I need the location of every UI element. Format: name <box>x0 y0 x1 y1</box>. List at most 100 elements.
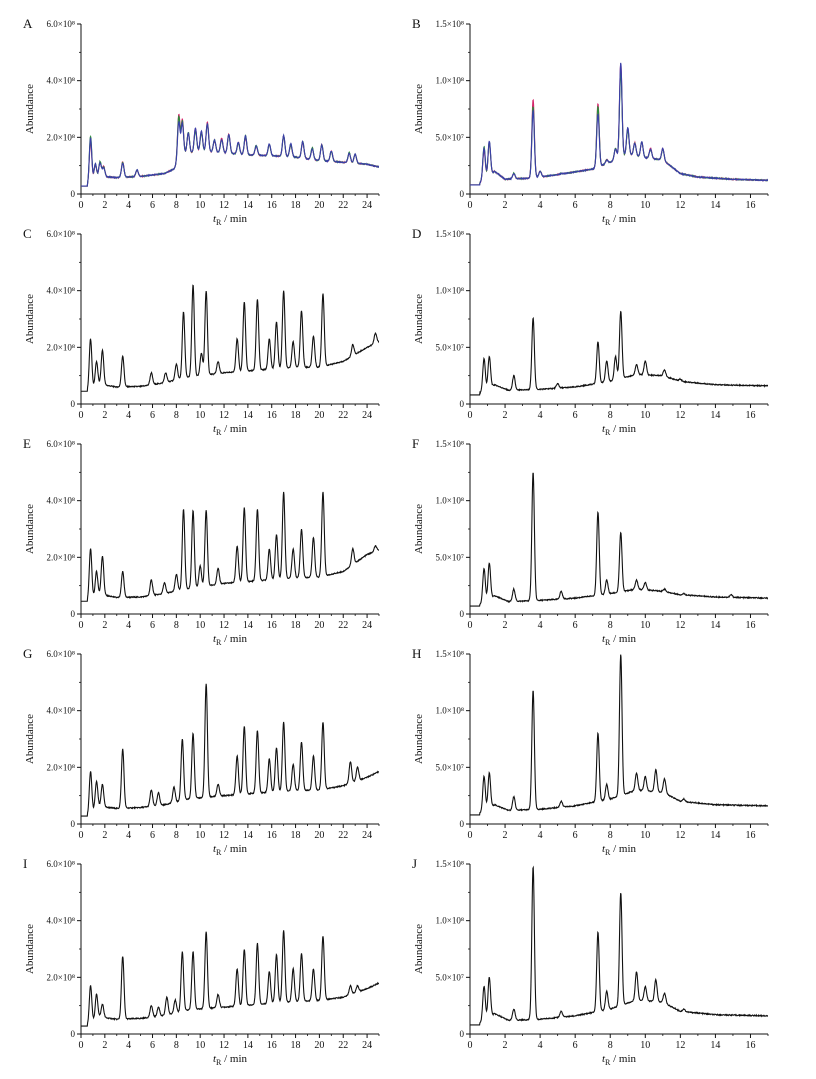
x-tick-label: 10 <box>195 410 205 421</box>
y-tick-label: 4.0×10⁸ <box>47 76 75 86</box>
x-tick-label: 14 <box>243 830 253 841</box>
x-tick-label: 8 <box>608 620 613 631</box>
x-tick-label: 12 <box>675 200 685 211</box>
panel-letter: J <box>412 856 417 871</box>
y-axis-label: Abundance <box>24 924 36 974</box>
x-tick-label: 14 <box>243 1040 253 1051</box>
x-tick-label: 12 <box>675 410 685 421</box>
x-tick-label: 4 <box>126 410 131 421</box>
x-tick-label: 6 <box>150 200 155 211</box>
chromatogram-trace <box>470 865 768 1026</box>
chromatogram-trace <box>81 120 379 187</box>
x-tick-label: 14 <box>243 410 253 421</box>
panel-letter: A <box>23 16 33 31</box>
x-tick-label: 12 <box>675 830 685 841</box>
x-tick-label: 22 <box>338 410 348 421</box>
x-tick-label: 10 <box>195 620 205 631</box>
y-tick-label: 5.0×10⁷ <box>436 762 464 772</box>
x-tick-label: 0 <box>468 620 473 631</box>
x-tick-label: 18 <box>291 410 301 421</box>
x-tick-label: 24 <box>362 1040 372 1051</box>
x-tick-label: 2 <box>503 410 508 421</box>
x-tick-label: 4 <box>126 620 131 631</box>
x-tick-label: 20 <box>314 410 324 421</box>
x-tick-label: 8 <box>174 410 179 421</box>
x-tick-label: 20 <box>314 620 324 631</box>
x-tick-label: 18 <box>291 1040 301 1051</box>
y-tick-label: 0 <box>71 189 76 199</box>
x-tick-label: 16 <box>745 620 755 631</box>
x-tick-label: 0 <box>79 410 84 421</box>
x-axis-label: tR / min <box>602 633 637 647</box>
panel-letter: C <box>23 226 32 241</box>
x-tick-label: 4 <box>126 200 131 211</box>
x-tick-label: 10 <box>195 1040 205 1051</box>
x-tick-label: 4 <box>538 410 543 421</box>
x-tick-label: 2 <box>102 830 107 841</box>
x-tick-label: 6 <box>150 410 155 421</box>
y-tick-label: 1.0×10⁸ <box>436 496 464 506</box>
x-tick-label: 0 <box>79 1040 84 1051</box>
y-tick-label: 6.0×10⁸ <box>47 859 75 869</box>
y-axis-label: Abundance <box>413 84 425 134</box>
x-tick-label: 16 <box>267 410 277 421</box>
y-axis-label: Abundance <box>24 294 36 344</box>
x-tick-label: 12 <box>219 1040 229 1051</box>
x-tick-label: 10 <box>640 1040 650 1051</box>
x-tick-label: 6 <box>150 830 155 841</box>
x-tick-label: 16 <box>267 830 277 841</box>
x-tick-label: 12 <box>675 1040 685 1051</box>
x-tick-label: 14 <box>243 200 253 211</box>
y-axis-label: Abundance <box>24 84 36 134</box>
x-tick-label: 12 <box>219 620 229 631</box>
y-tick-label: 1.5×10⁸ <box>436 649 464 659</box>
x-tick-label: 0 <box>79 200 84 211</box>
y-tick-label: 1.5×10⁸ <box>436 439 464 449</box>
x-tick-label: 24 <box>362 200 372 211</box>
y-tick-label: 2.0×10⁸ <box>47 552 75 562</box>
x-tick-label: 16 <box>745 830 755 841</box>
chromatogram-trace <box>81 930 379 1027</box>
panel-f: F 0 5.0×10⁷ 1.0×10⁸ 1.5×10⁸ 0 2 4 6 8 10 12 14 16 Abun… <box>412 436 769 647</box>
x-tick-label: 22 <box>338 830 348 841</box>
x-tick-label: 6 <box>573 200 578 211</box>
x-tick-label: 8 <box>174 620 179 631</box>
x-tick-label: 22 <box>338 620 348 631</box>
x-tick-label: 10 <box>640 200 650 211</box>
x-tick-label: 2 <box>503 620 508 631</box>
panel-letter: H <box>412 646 421 661</box>
y-tick-label: 1.0×10⁸ <box>436 916 464 926</box>
chromatogram-trace <box>81 284 379 392</box>
x-tick-label: 8 <box>608 410 613 421</box>
x-tick-label: 10 <box>195 830 205 841</box>
x-tick-label: 14 <box>710 830 720 841</box>
x-tick-label: 20 <box>314 830 324 841</box>
y-tick-label: 0 <box>71 1029 76 1039</box>
x-tick-label: 16 <box>267 200 277 211</box>
x-tick-label: 16 <box>745 410 755 421</box>
y-axis-label: Abundance <box>413 924 425 974</box>
panel-letter: E <box>23 436 31 451</box>
x-tick-label: 10 <box>195 200 205 211</box>
x-tick-label: 8 <box>174 1040 179 1051</box>
x-tick-label: 18 <box>291 620 301 631</box>
y-tick-label: 1.0×10⁸ <box>436 286 464 296</box>
x-tick-label: 0 <box>468 410 473 421</box>
y-tick-label: 0 <box>71 819 76 829</box>
chromatogram-trace <box>81 683 379 817</box>
x-tick-label: 16 <box>267 1040 277 1051</box>
y-tick-label: 5.0×10⁷ <box>436 972 464 982</box>
y-tick-label: 2.0×10⁸ <box>47 762 75 772</box>
y-tick-label: 4.0×10⁸ <box>47 286 75 296</box>
chromatogram-trace <box>470 62 768 186</box>
panel-letter: I <box>23 856 27 871</box>
y-tick-label: 0 <box>460 609 465 619</box>
x-tick-label: 8 <box>608 200 613 211</box>
y-tick-label: 2.0×10⁸ <box>47 972 75 982</box>
panel-h: H 0 5.0×10⁷ 1.0×10⁸ 1.5×10⁸ 0 2 4 6 8 10 12 14 16 Abun… <box>412 646 769 857</box>
x-tick-label: 0 <box>468 200 473 211</box>
